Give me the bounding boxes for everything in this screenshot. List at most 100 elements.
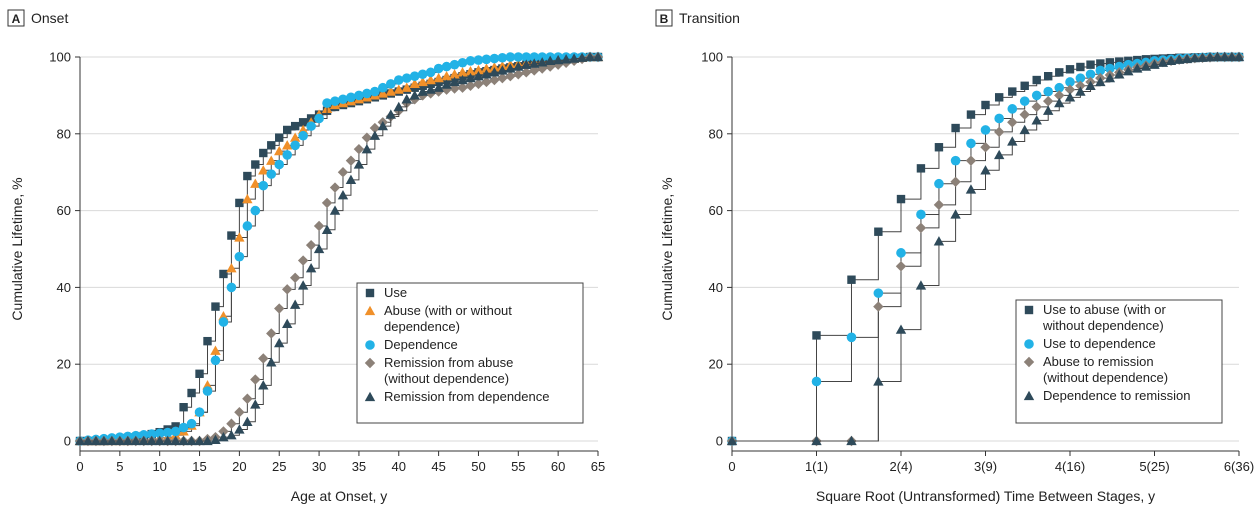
data-point (321, 197, 333, 209)
data-point (1219, 51, 1230, 62)
data-point (226, 418, 237, 429)
data-point (1115, 57, 1124, 66)
data-point (393, 84, 404, 94)
y-tick-label: 40 (709, 280, 723, 295)
data-point (497, 52, 508, 63)
data-point (489, 67, 500, 77)
data-point (513, 69, 524, 80)
data-point (370, 86, 380, 97)
data-point (846, 332, 857, 343)
data-point (1008, 87, 1017, 96)
data-point (473, 78, 484, 90)
data-point (353, 159, 365, 169)
data-point (1123, 66, 1134, 76)
data-point (441, 71, 452, 81)
legend-marker (365, 288, 375, 298)
data-point (354, 90, 364, 101)
data-point (202, 386, 213, 396)
data-point (433, 63, 444, 74)
data-point (82, 435, 94, 446)
legend-marker (365, 340, 375, 350)
data-point (457, 67, 468, 77)
data-point (282, 318, 293, 329)
data-point (282, 140, 293, 150)
data-point (529, 58, 540, 68)
y-tick-label: 80 (57, 126, 71, 141)
data-point (203, 336, 212, 346)
data-point (980, 125, 991, 135)
data-point (401, 94, 412, 104)
data-point (393, 101, 404, 112)
data-point (1173, 54, 1185, 64)
data-point (1007, 136, 1018, 146)
x-tick-label: 20 (232, 459, 246, 474)
data-point (242, 193, 253, 204)
data-point (457, 57, 468, 68)
data-point (1019, 124, 1030, 135)
data-point (338, 94, 348, 105)
data-point (481, 54, 492, 65)
data-point (361, 143, 373, 154)
legend-marker (364, 305, 376, 316)
legend-label: Abuse (with or without (384, 303, 512, 318)
data-point (473, 71, 484, 81)
data-point (195, 369, 204, 378)
legend-marker (364, 391, 376, 402)
data-point (873, 288, 884, 298)
data-point (1020, 81, 1029, 90)
data-point (330, 96, 340, 106)
data-point (417, 86, 428, 96)
data-point (521, 67, 532, 78)
legend-label: dependence) (384, 319, 460, 334)
data-point (305, 263, 317, 273)
x-tick-label: 5 (116, 459, 123, 474)
data-point (114, 435, 126, 446)
data-point (162, 435, 173, 446)
data-point (965, 184, 977, 194)
data-point (592, 51, 604, 62)
data-point (537, 57, 548, 67)
data-point (297, 255, 309, 266)
data-point (873, 301, 884, 312)
data-point (980, 165, 991, 175)
data-point (171, 422, 180, 431)
y-axis-title: Cumulative Lifetime, % (9, 177, 25, 320)
data-point (234, 424, 245, 434)
data-point (1212, 51, 1223, 62)
x-tick-label: 30 (312, 459, 326, 474)
data-point (529, 65, 540, 76)
data-point (275, 133, 284, 142)
data-point (211, 302, 220, 311)
data-point (243, 171, 252, 181)
data-point (250, 374, 261, 385)
data-point (1032, 75, 1041, 85)
data-point (934, 178, 944, 189)
data-point (154, 435, 165, 446)
data-point (283, 125, 292, 135)
data-point (433, 82, 444, 92)
data-point (298, 130, 308, 141)
data-point (993, 126, 1005, 138)
y-tick-label: 100 (49, 50, 71, 65)
data-point (465, 56, 476, 66)
data-point (481, 63, 492, 73)
data-point (258, 353, 269, 364)
data-point (313, 220, 325, 232)
data-point (251, 160, 260, 169)
data-point (441, 61, 452, 72)
data-point (1031, 101, 1042, 113)
data-point (234, 407, 245, 418)
x-tick-label: 35 (352, 459, 366, 474)
data-point (489, 62, 500, 72)
legend-box (1015, 299, 1223, 424)
legend-marker (1024, 339, 1034, 349)
data-point (433, 72, 444, 83)
data-point (1104, 72, 1116, 83)
data-point (250, 205, 261, 216)
data-point (1095, 76, 1106, 87)
data-point (154, 428, 165, 439)
data-point (505, 71, 516, 82)
x-axis-title: Age at Onset, y (291, 488, 388, 504)
data-point (210, 434, 221, 445)
